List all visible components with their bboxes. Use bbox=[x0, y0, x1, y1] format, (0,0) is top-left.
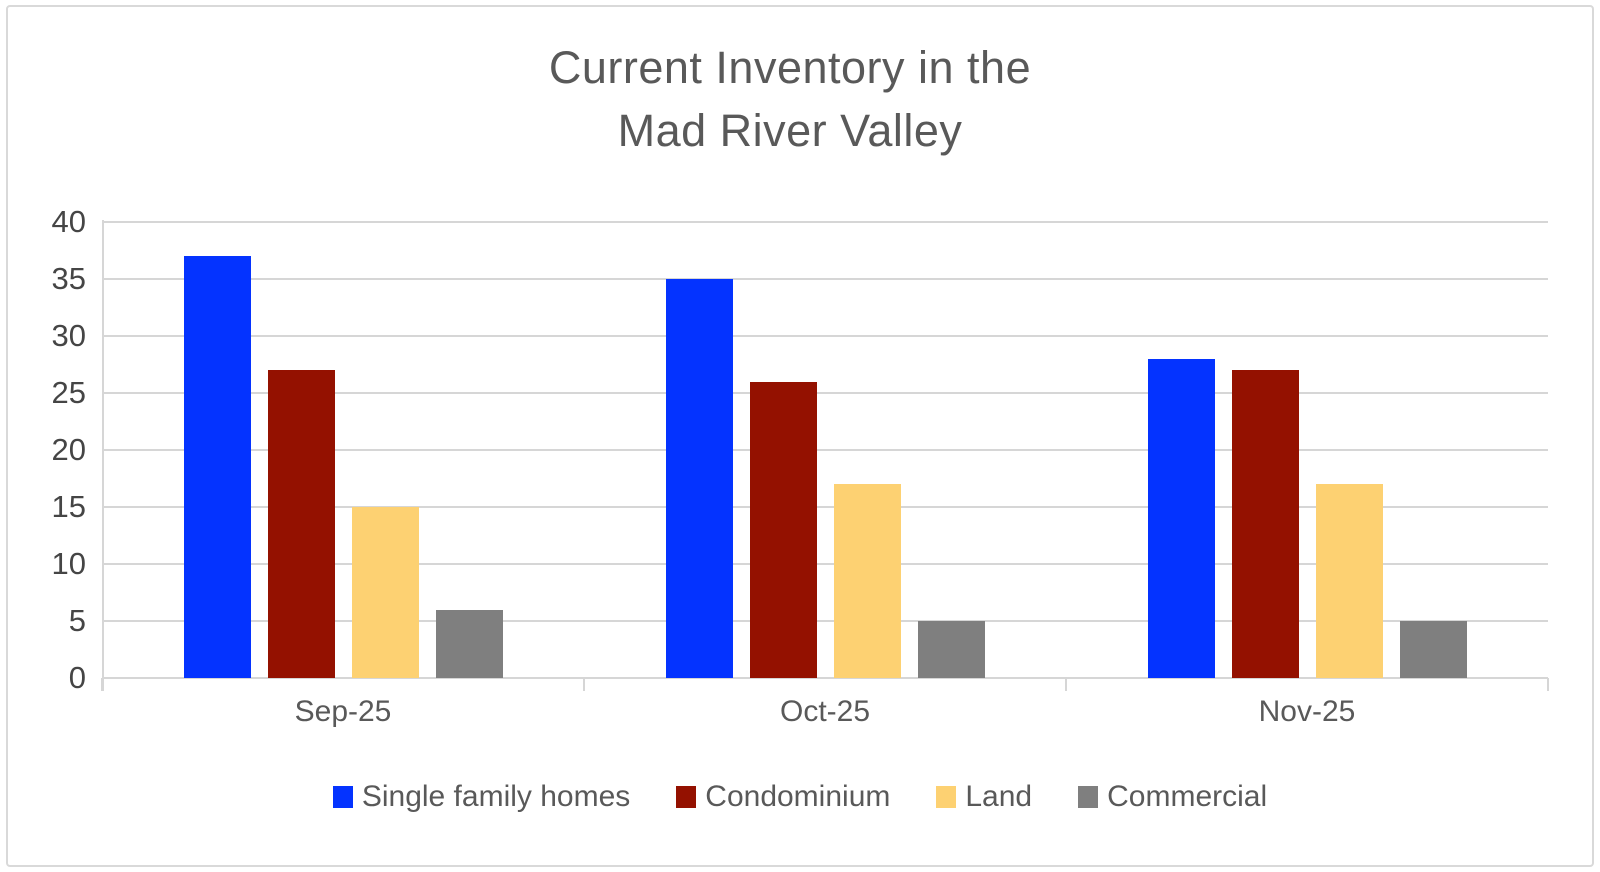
x-tick-label-Sep-25: Sep-25 bbox=[294, 695, 392, 728]
bar-condominium-Sep-25 bbox=[267, 370, 335, 678]
x-tick-label-Nov-25: Nov-25 bbox=[1258, 695, 1356, 728]
bar-condominium-Nov-25 bbox=[1231, 370, 1299, 678]
y-tick-label-40: 40 bbox=[51, 204, 86, 239]
legend-item-land: Land bbox=[936, 779, 1032, 815]
y-axis-line bbox=[102, 220, 104, 691]
bar-condominium-Oct-25 bbox=[749, 381, 817, 678]
chart-title-line-1: Current Inventory in the bbox=[548, 42, 1032, 93]
legend-label: Commercial bbox=[1107, 780, 1268, 813]
legend-marker-icon bbox=[1078, 786, 1099, 808]
bar-single-family-homes-Sep-25 bbox=[183, 256, 251, 678]
bar-land-Nov-25 bbox=[1315, 484, 1383, 678]
legend-item-single-family-homes: Single family homes bbox=[332, 779, 631, 815]
legend-item-commercial: Commercial bbox=[1078, 779, 1267, 815]
bar-single-family-homes-Oct-25 bbox=[665, 279, 733, 678]
legend: Single family homes Condominium Land Commer… bbox=[0, 779, 1600, 815]
y-tick-label-5: 5 bbox=[68, 603, 86, 638]
y-tick-label-35: 35 bbox=[51, 261, 86, 296]
gridline-30 bbox=[102, 335, 1548, 337]
bar-commercial-Nov-25 bbox=[1399, 621, 1467, 678]
bar-commercial-Sep-25 bbox=[435, 609, 503, 678]
gridline-15 bbox=[102, 506, 1548, 508]
legend-item-condominium: Condominium bbox=[676, 779, 890, 815]
x-axis-tick-2 bbox=[1065, 678, 1067, 691]
y-tick-label-25: 25 bbox=[51, 375, 86, 410]
bar-land-Sep-25 bbox=[351, 507, 419, 678]
x-axis-baseline bbox=[102, 677, 1548, 679]
bar-land-Oct-25 bbox=[833, 484, 901, 678]
gridline-35 bbox=[102, 278, 1548, 280]
legend-marker-icon bbox=[332, 786, 353, 808]
x-axis-tick-1 bbox=[583, 678, 585, 691]
legend-label: Land bbox=[965, 780, 1033, 813]
gridline-20 bbox=[102, 449, 1548, 451]
legend-label: Condominium bbox=[705, 780, 891, 813]
legend-marker-icon bbox=[936, 786, 957, 808]
chart-title-line-2: Mad River Valley bbox=[617, 105, 963, 156]
y-tick-label-20: 20 bbox=[51, 432, 86, 467]
chart-title: Current Inventory in the Mad River Valle… bbox=[0, 36, 1580, 162]
legend-label: Single family homes bbox=[361, 780, 631, 813]
gridline-40 bbox=[102, 221, 1548, 223]
y-tick-label-30: 30 bbox=[51, 318, 86, 353]
plot-area bbox=[102, 221, 1548, 679]
gridline-25 bbox=[102, 392, 1548, 394]
gridline-10 bbox=[102, 563, 1548, 565]
gridline-5 bbox=[102, 620, 1548, 622]
x-tick-label-Oct-25: Oct-25 bbox=[779, 695, 871, 728]
y-tick-label-10: 10 bbox=[51, 546, 86, 581]
bar-group-Sep-25 bbox=[102, 222, 584, 678]
y-tick-label-0: 0 bbox=[68, 660, 86, 695]
bar-commercial-Oct-25 bbox=[917, 621, 985, 678]
bar-group-Nov-25 bbox=[1066, 222, 1548, 678]
x-axis-tick-3 bbox=[1547, 678, 1549, 691]
legend-marker-icon bbox=[676, 786, 697, 808]
bar-single-family-homes-Nov-25 bbox=[1147, 358, 1215, 678]
bar-group-Oct-25 bbox=[584, 222, 1066, 678]
x-axis-tick-0 bbox=[101, 678, 103, 691]
y-tick-label-15: 15 bbox=[51, 489, 86, 524]
